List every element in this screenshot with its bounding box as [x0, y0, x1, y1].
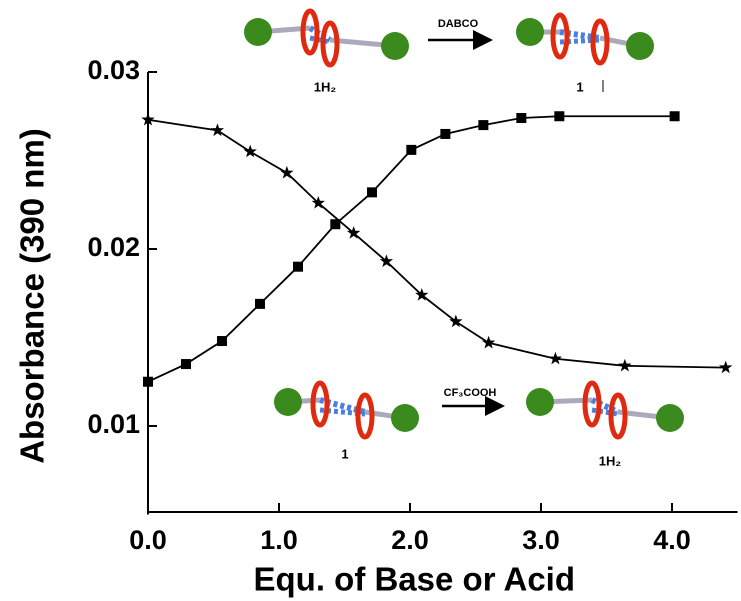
atom [244, 18, 272, 46]
ring [582, 380, 602, 428]
reagent-label: CF₃COOH [444, 387, 497, 399]
square-marker [669, 111, 680, 122]
square-marker [217, 336, 228, 347]
x-tick-label: 0.0 [129, 525, 167, 555]
square-marker [180, 359, 191, 370]
x-tick-label: 3.0 [522, 525, 560, 555]
square-marker [330, 219, 341, 230]
ring [608, 392, 628, 440]
reagent-label: DABCO [438, 18, 479, 30]
atom [274, 388, 302, 416]
square-marker [440, 128, 451, 139]
molecule [244, 8, 409, 68]
square-marker [292, 261, 303, 272]
y-tick-label: 0.03 [87, 55, 140, 85]
atom [626, 32, 654, 60]
star-marker [481, 335, 496, 349]
rod [309, 35, 331, 45]
atom [656, 404, 684, 432]
atom [516, 18, 544, 46]
star-marker [379, 254, 394, 268]
star-marker [280, 165, 294, 179]
square-marker [554, 111, 565, 122]
square-marker [478, 120, 489, 131]
star-marker [210, 123, 225, 137]
molecule [516, 12, 654, 66]
y-tick-label: 0.01 [87, 409, 140, 439]
molecule-label: 1 [576, 79, 583, 94]
x-tick-label: 2.0 [391, 525, 429, 555]
square-marker [406, 144, 417, 155]
x-tick-label: 1.0 [260, 525, 298, 555]
square-marker [255, 298, 266, 309]
star-marker [618, 358, 632, 372]
x-axis-title: Equ. of Base or Acid [254, 561, 576, 598]
y-axis-title: Absorbance (390 nm) [14, 128, 51, 464]
square-marker [367, 187, 378, 198]
star-marker [415, 288, 429, 301]
ring [310, 380, 330, 428]
atom [381, 32, 409, 60]
star-marker [347, 226, 361, 239]
y-tick-label: 0.02 [87, 232, 140, 262]
star-marker [243, 144, 257, 158]
ring [300, 8, 320, 56]
ring [355, 392, 375, 440]
star-marker [449, 314, 463, 328]
star-marker [311, 195, 325, 209]
ring [590, 18, 610, 66]
molecule [274, 380, 419, 440]
square-marker [143, 376, 153, 387]
rod [591, 407, 619, 417]
molecule-label: 1H₂ [314, 79, 337, 94]
molecule-label: 1 [341, 446, 348, 461]
ring [550, 12, 570, 60]
star-marker [141, 112, 155, 126]
star-marker [719, 360, 733, 374]
ring [320, 20, 340, 68]
atom [526, 388, 554, 416]
rod [308, 25, 332, 43]
star-marker [548, 351, 563, 365]
atom [391, 404, 419, 432]
square-marker [516, 113, 527, 124]
x-tick-label: 4.0 [653, 525, 691, 555]
series-line [147, 118, 726, 369]
molecule-label: 1H₂ [599, 453, 622, 468]
molecule [526, 380, 684, 440]
